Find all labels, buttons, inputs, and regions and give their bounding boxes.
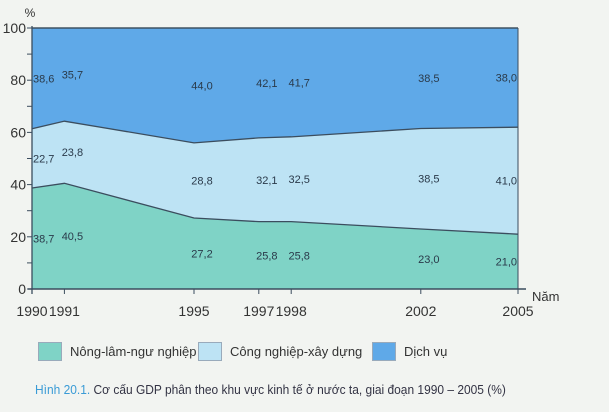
data-label: 32,5 [288, 174, 309, 186]
data-label: 41,7 [288, 77, 309, 89]
area-n-ng-l-m-ng-nghi-p [32, 183, 518, 289]
data-label: 42,1 [256, 78, 277, 90]
data-label: 35,7 [62, 70, 83, 82]
legend-item-services: Dịch vụ [372, 342, 447, 361]
legend-swatch-agriculture [38, 342, 62, 361]
area-c-ng-nghi-p-x-y-d-ng [32, 121, 518, 235]
data-label: 28,8 [191, 175, 212, 187]
data-label: 25,8 [288, 250, 309, 262]
data-label: 22,7 [33, 153, 54, 165]
legend-item-industry: Công nghiệp-xây dựng [198, 342, 362, 361]
y-tick-label: 0 [18, 281, 26, 297]
data-label: 23,8 [62, 147, 83, 159]
data-label: 21,0 [496, 257, 517, 269]
legend-swatch-industry [198, 342, 222, 361]
x-tick-label: 1997 [243, 303, 274, 319]
legend-label: Dịch vụ [404, 344, 448, 359]
y-tick-label: 80 [10, 72, 26, 88]
series-boundary-line [31, 182, 519, 235]
data-label: 38,0 [496, 73, 517, 85]
data-label: 25,8 [256, 250, 277, 262]
data-label: 38,7 [33, 233, 54, 245]
y-tick-label: 40 [10, 177, 26, 193]
stacked-area-chart: 0 20 40 60 80 100% 1990 1991 1995 1997 1998 2002 200… [3, 6, 560, 319]
data-label: 40,5 [62, 231, 83, 243]
legend-label: Nông-lâm-ngư nghiệp [70, 344, 197, 359]
data-label: 27,2 [191, 249, 212, 261]
caption-text: Cơ cấu GDP phân theo khu vực kinh tế ở n… [93, 382, 506, 397]
figure-caption: Hình 20.1. Cơ cấu GDP phân theo khu vực … [35, 382, 506, 397]
y-axis-label: % [25, 6, 36, 20]
data-label: 44,0 [191, 80, 212, 92]
series-boundary-line [31, 120, 519, 144]
data-label: 38,5 [418, 174, 439, 186]
x-tick-label: 1990 [16, 303, 47, 319]
area-d-ch-v- [32, 28, 518, 143]
legend-label: Công nghiệp-xây dựng [230, 344, 363, 359]
legend: Nông-lâm-ngư nghiệp Công nghiệp-xây dựng… [0, 342, 609, 366]
y-tick-label: 60 [10, 124, 26, 140]
data-label: 23,0 [418, 254, 439, 266]
y-tick-label: 100 [3, 20, 27, 36]
data-label: 38,6 [33, 73, 54, 85]
figure-number: Hình 20.1. [35, 382, 91, 397]
x-axis-label: Năm [532, 289, 559, 304]
legend-item-agriculture: Nông-lâm-ngư nghiệp [38, 342, 197, 361]
data-label: 32,1 [256, 175, 277, 187]
data-label: 41,0 [496, 176, 517, 188]
x-tick-label: 1995 [178, 303, 209, 319]
x-tick-label: 1998 [276, 303, 307, 319]
data-label: 38,5 [418, 73, 439, 85]
y-tick-label: 20 [10, 229, 26, 245]
x-tick-label: 2002 [405, 303, 436, 319]
x-tick-label: 1991 [49, 303, 80, 319]
x-tick-label: 2005 [502, 303, 533, 319]
legend-swatch-services [372, 342, 396, 361]
